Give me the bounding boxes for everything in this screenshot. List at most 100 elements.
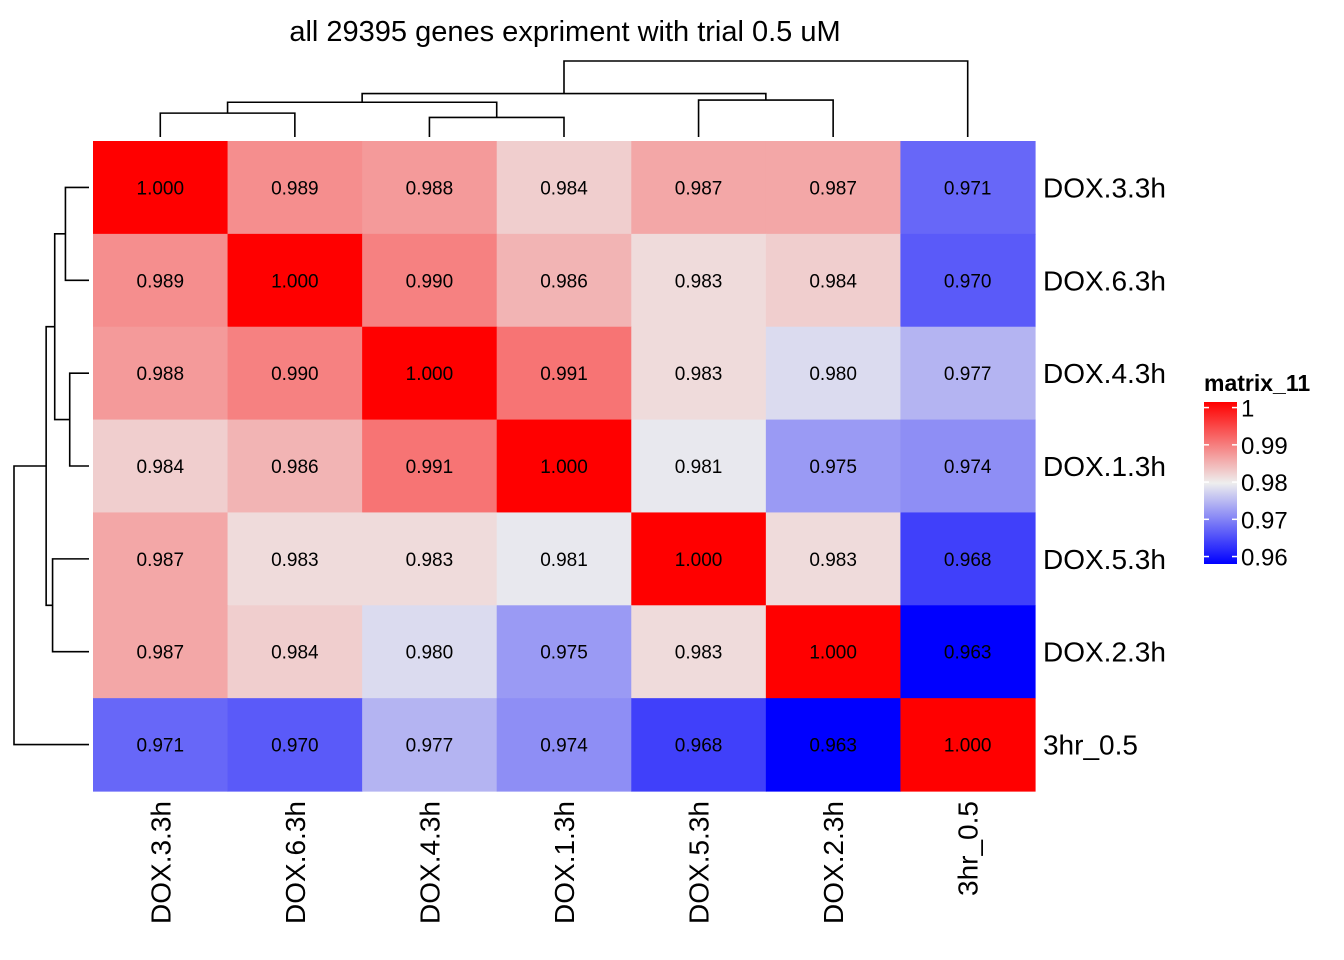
heatmap-cells [93,141,1036,792]
heatmap-cell [227,512,363,606]
heatmap-cell [93,698,229,792]
cell-value-label: 0.991 [540,364,588,385]
heatmap-cell [93,419,229,514]
cell-value-label: 0.987 [675,178,723,199]
cell-value-label: 0.983 [675,271,723,292]
heatmap-cell [496,698,632,792]
heatmap-cell [227,419,363,514]
dendrogram-branch [361,92,767,103]
cell-value-label: 1.000 [540,457,588,478]
column-label: DOX.6.3h [280,801,311,924]
cell-value-label: 0.984 [271,643,319,664]
legend-ticks: 1 0.99 0.98 0.97 0.96 [1204,396,1288,572]
cell-value-label: 0.977 [406,736,454,757]
heatmap-cell [362,419,498,514]
cell-value-label: 0.970 [271,736,319,757]
heatmap-cell [362,233,498,328]
column-label: 3hr_0.5 [953,801,984,896]
cell-value-label: 0.989 [137,271,185,292]
heatmap-cell [362,512,498,606]
heatmap-cell [362,326,498,421]
heatmap-cell [362,698,498,792]
dendrogram-branch [13,465,89,746]
cell-value-label: 1.000 [271,271,319,292]
heatmap-cell [631,419,767,514]
cell-value-label: 0.991 [406,457,454,478]
cell-value-label: 0.963 [809,736,857,757]
column-label: DOX.1.3h [549,801,580,924]
row-label: DOX.6.3h [1043,265,1166,296]
row-labels: DOX.3.3h DOX.6.3h DOX.4.3h DOX.1.3h DOX.5.3h… [1043,172,1166,760]
cell-value-label: 0.986 [540,271,588,292]
legend-tick-label: 0.96 [1241,545,1288,572]
heatmap-cell [765,419,902,514]
column-labels: DOX.3.3h DOX.6.3h DOX.4.3h DOX.1.3h DOX.5.3h… [145,801,983,924]
heatmap-cell [496,512,632,606]
column-label: DOX.5.3h [684,801,715,924]
dendrogram-branch [64,186,89,282]
cell-value-label: 1.000 [675,550,723,571]
cell-value-label: 0.983 [406,550,454,571]
heatmap-cell [900,512,1036,606]
heatmap-cell [631,605,767,699]
heatmap-cell [362,141,498,235]
heatmap-cell [227,233,363,328]
cell-value-label: 1.000 [137,178,185,199]
dendrogram-branch [563,60,969,137]
cell-value-label: 1.000 [406,364,454,385]
cell-value-label: 0.975 [540,643,588,664]
dendrogram-branch [428,116,565,137]
cell-value-label: 0.990 [271,364,319,385]
heatmap-cell [765,698,902,792]
dendrogram-branch [51,558,89,653]
cell-value-label: 0.988 [406,178,454,199]
heatmap-cell [93,605,229,699]
heatmap-cell [93,512,229,606]
dendrogram-branch [697,99,834,137]
heatmap-cell [496,141,632,235]
row-label: DOX.5.3h [1043,544,1166,575]
heatmap-cell [227,141,363,235]
cell-value-label: 0.987 [809,178,857,199]
heatmap-cell [93,233,229,328]
dendrogram-branch [226,101,498,118]
column-label: DOX.3.3h [145,801,176,924]
heatmap-cell [227,605,363,699]
legend-tick-label: 0.98 [1241,470,1288,497]
heatmap-cell [900,605,1036,699]
cell-value-label: 0.983 [675,364,723,385]
cell-value-label: 0.986 [271,457,319,478]
heatmap-cell [631,233,767,328]
cell-value-label: 0.971 [944,178,992,199]
heatmap-cell [631,698,767,792]
heatmap-cell [900,141,1036,235]
heatmap-cell [900,419,1036,514]
row-label: DOX.2.3h [1043,637,1166,668]
heatmap-cell [765,233,902,328]
heatmap-cell [93,326,229,421]
heatmap-cell [765,326,902,421]
column-label: DOX.4.3h [414,801,445,924]
cell-value-label: 0.968 [944,550,992,571]
row-label: DOX.4.3h [1043,358,1166,389]
cell-value-label: 0.984 [137,457,185,478]
cell-value-label: 1.000 [944,736,992,757]
row-label: DOX.1.3h [1043,451,1166,482]
legend-tick-label: 1 [1241,396,1254,423]
legend-tick-label: 0.99 [1241,433,1288,460]
row-label: 3hr_0.5 [1043,730,1138,761]
heatmap-cell [496,233,632,328]
cell-value-label: 0.983 [675,643,723,664]
cell-value-label: 0.977 [944,364,992,385]
cell-value-label: 0.984 [809,271,857,292]
heatmap-cell [227,326,363,421]
chart-title: all 29395 genes expriment with trial 0.5… [289,16,840,48]
heatmap-cell [496,419,632,514]
heatmap-cell [765,512,902,606]
legend-tick-label: 0.97 [1241,507,1288,534]
legend-title: matrix_11 [1204,370,1310,396]
cell-value-label: 0.987 [137,550,185,571]
heatmap-cell [631,141,767,235]
cell-value-label: 0.980 [809,364,857,385]
